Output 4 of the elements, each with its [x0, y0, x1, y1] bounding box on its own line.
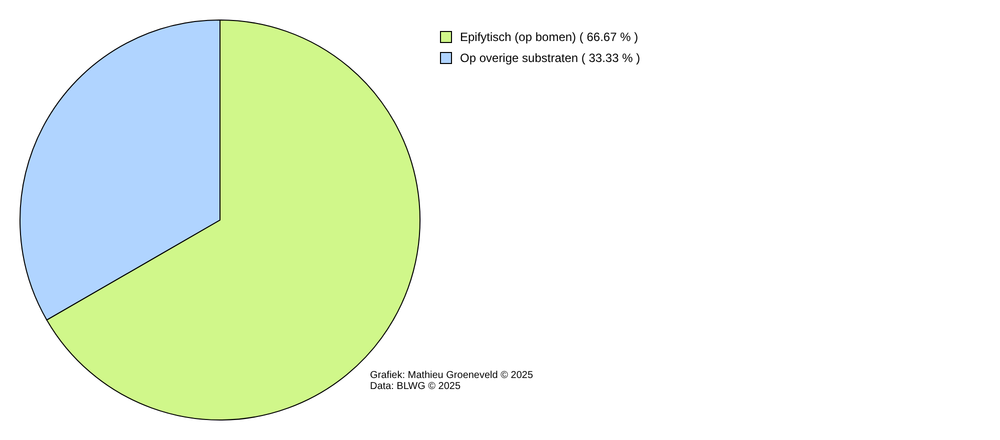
legend-label: Epifytisch (op bomen) ( 66.67 % ) [460, 30, 638, 44]
text: Data: BLWG © 2025 [370, 381, 462, 392]
legend-label: Op overige substraten ( 33.33 % ) [460, 50, 640, 64]
text: Grafiek: Mathieu Groeneveld © 2025 [370, 370, 534, 381]
